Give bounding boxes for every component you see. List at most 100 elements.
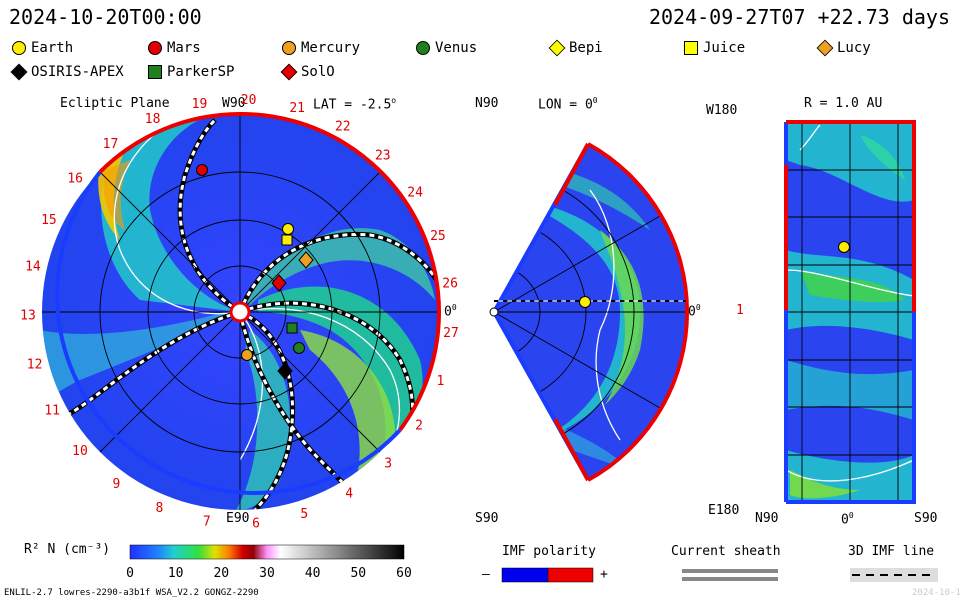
right-timestamp: 2024-09-27T07 +22.73 days: [648, 5, 950, 29]
carrington-tick-label: 8: [155, 501, 163, 516]
legend-label: ParkerSP: [167, 64, 235, 80]
sphere-earth-marker: [838, 241, 850, 253]
sphere-top-left: W180: [706, 103, 738, 118]
earth-marker: [282, 223, 294, 235]
ecliptic-right-label: 00: [444, 303, 457, 320]
colorbar: 0 10 20 30 40 50 60: [126, 544, 412, 581]
venus-marker: [293, 342, 305, 354]
square-icon: [148, 65, 162, 79]
carrington-tick-label: 10: [72, 444, 88, 459]
carrington-tick-label: 4: [345, 487, 353, 502]
meridional-bottom-left: S90: [475, 511, 499, 526]
legend-label: Lucy: [837, 40, 871, 56]
circle-icon: [148, 41, 162, 55]
carrington-longitude-ticks: 19 20212223242526271234567891011121314151…: [20, 93, 459, 531]
colorbar-tick-label: 0: [126, 566, 134, 581]
carrington-tick-label: 3: [384, 457, 392, 472]
colorbar-tick-label: 50: [350, 566, 366, 581]
carrington-tick-label: 22: [335, 120, 351, 135]
sphere-tick-n90: N90: [755, 511, 779, 526]
circle-icon: [416, 41, 430, 55]
meridional-earth-marker: [579, 296, 591, 308]
carrington-tick-label: 2: [415, 418, 423, 433]
carrington-tick-label: 20: [241, 93, 257, 108]
colorbar-tick-label: 40: [305, 566, 321, 581]
sphere-bottom-left: E180: [708, 503, 740, 518]
carrington-tick-label: 25: [430, 229, 446, 244]
carrington-tick-label: 6: [252, 516, 260, 531]
circle-icon: [282, 41, 296, 55]
carrington-tick-label: 1: [436, 374, 444, 389]
square-icon: [684, 41, 698, 55]
carrington-tick-label: 23: [375, 148, 391, 163]
sphere-tick-0: 00: [841, 511, 854, 528]
legend-label: Earth: [31, 40, 74, 56]
ecliptic-lat-label: LAT = -2.5o: [313, 96, 397, 113]
current-sheath-title: Current sheath: [671, 544, 781, 559]
mars-marker: [196, 164, 208, 176]
legend-label: Juice: [703, 40, 746, 56]
footer-date: 2024-10-18: [912, 588, 960, 598]
carrington-tick-label: 13: [20, 309, 36, 324]
carrington-tick-label: 18: [145, 112, 161, 127]
imf-positive-bar: [547, 567, 594, 583]
carrington-tick-label: 16: [67, 172, 83, 187]
juice-marker: [281, 234, 293, 246]
ecliptic-bottom-label: E90: [226, 511, 250, 526]
carrington-tick-label: 15: [41, 213, 57, 228]
carrington-tick-label: 12: [27, 358, 43, 373]
circle-icon: [12, 41, 26, 55]
carrington-tick-label: 7: [203, 514, 211, 529]
footer-run-info: ENLIL-2.7 lowres-2290-a3b1f WSA_V2.2 GON…: [4, 588, 259, 598]
sphere-map-plot: [784, 120, 916, 504]
left-timestamp: 2024-10-20T00:00: [9, 5, 202, 29]
meridional-top-left: N90: [475, 96, 499, 111]
colorbar-label: R² N (cm⁻³): [24, 542, 111, 557]
colorbar-tick-label: 10: [168, 566, 184, 581]
carrington-tick-label: 24: [407, 185, 423, 200]
carrington-tick-label: 21: [289, 101, 305, 116]
legend-item-venus: Venus: [416, 40, 477, 56]
legend-item-mars: Mars: [148, 40, 201, 56]
legend-item-earth: Earth: [12, 40, 73, 56]
imf-minus-label: –: [482, 567, 490, 582]
ecliptic-title: Ecliptic Plane: [60, 96, 170, 111]
legend-label: OSIRIS-APEX: [31, 64, 124, 80]
sphere-tick-s90: S90: [914, 511, 938, 526]
legend-label: Bepi: [569, 40, 603, 56]
current-sheath-swatch-2: [682, 577, 778, 581]
meridional-right-label: 00: [688, 303, 701, 320]
solo-marker: [271, 274, 287, 292]
carrington-tick-label: 27: [443, 326, 459, 341]
carrington-tick-label: 19: [192, 97, 208, 112]
legend-item-juice: Juice: [684, 40, 745, 56]
legend-item-lucy: Lucy: [816, 39, 871, 57]
lucy-marker: [298, 251, 314, 269]
colorbar-tick-label: 30: [259, 566, 275, 581]
legend-item-parkersp: ParkerSP: [148, 64, 234, 80]
imf-negative-bar: [501, 567, 549, 583]
imf-plus-label: +: [600, 567, 608, 582]
parker-marker: [286, 322, 298, 334]
meridional-lon-label: LON = 00: [538, 96, 598, 113]
carrington-tick-label: 26: [442, 277, 458, 292]
ecliptic-top-label: W90: [222, 96, 246, 111]
legend-item-bepi: Bepi: [548, 39, 603, 57]
legend-item-solo: SolO: [280, 63, 335, 81]
carrington-tick-label: 17: [103, 137, 119, 152]
osiris-marker: [277, 362, 293, 380]
legend-label: Mercury: [301, 40, 361, 56]
ecliptic-plane-plot: 19 20212223242526271234567891011121314151…: [20, 93, 459, 531]
colorbar-tick-label: 60: [396, 566, 412, 581]
current-sheath-swatch: [682, 569, 778, 573]
legend-item-mercury: Mercury: [282, 40, 360, 56]
carrington-tick-label: 5: [300, 507, 308, 522]
carrington-tick-label: 11: [44, 403, 60, 418]
colorbar-tick-label: 20: [213, 566, 229, 581]
imf3d-title: 3D IMF line: [848, 544, 935, 559]
legend-label: Mars: [167, 40, 201, 56]
imf-polarity-title: IMF polarity: [502, 544, 596, 559]
carrington-tick-label: 9: [112, 477, 120, 492]
colorbar-ticks: 0 10 20 30 40 50 60: [126, 566, 412, 581]
